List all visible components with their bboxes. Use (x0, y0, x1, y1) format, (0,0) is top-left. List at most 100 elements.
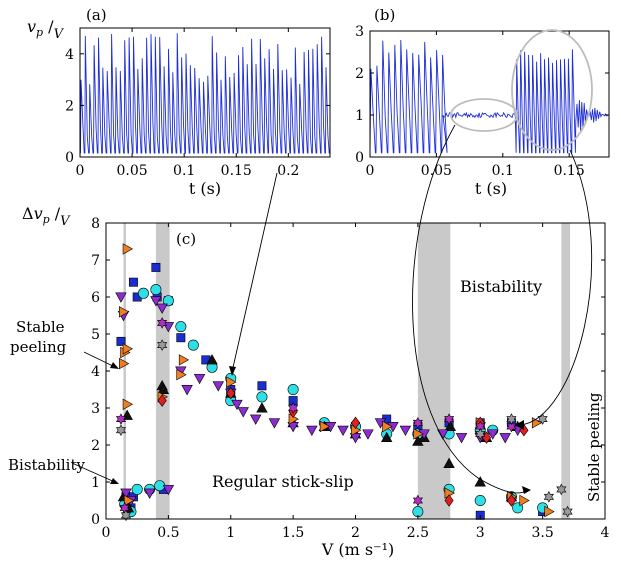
panel-c-ytick-label: 5 (91, 327, 100, 343)
panel-c-ytick-label: 3 (91, 401, 100, 417)
marker-triangle-right (382, 420, 393, 433)
arrow-b-stickslip-head (515, 420, 524, 430)
panel-b-stickslip-region-ellipse (511, 29, 593, 151)
marker-triangle-down (150, 296, 162, 307)
panel-b-trace (369, 39, 609, 154)
marker-triangle-down (120, 488, 132, 499)
marker-triangle-right (119, 306, 130, 318)
marker-star (157, 317, 168, 329)
marker-circle (131, 483, 143, 495)
marker-triangle-down (268, 418, 281, 429)
panel-c-xtick-label: 1.5 (282, 525, 304, 541)
arrow-b-stickslip-to-c (519, 149, 593, 426)
marker-triangle-right (413, 428, 424, 440)
region-label-stable-peeling-left-2: peeling (10, 338, 67, 356)
marker-triangle-down (287, 422, 299, 433)
panel-b-frame (369, 30, 610, 158)
panel-a-xlabel: t (s) (189, 179, 221, 198)
marker-triangle-up (444, 420, 457, 431)
arrow-stable-peeling-head (110, 362, 119, 369)
connector-arrows (71, 124, 593, 494)
marker-triangle-down (237, 407, 249, 418)
panel-c-ytick-label: 7 (91, 253, 100, 269)
panel-c-label: (c) (176, 230, 196, 248)
panel-c-ytick-label: 8 (91, 216, 100, 232)
marker-triangle-down (349, 433, 362, 444)
marker-triangle-up (256, 402, 268, 413)
marker-triangle-down (143, 488, 156, 499)
marker-square (151, 262, 161, 272)
marker-diamond (157, 394, 167, 407)
marker-star (537, 413, 548, 425)
marker-circle (256, 391, 268, 403)
marker-circle (150, 284, 162, 296)
panel-a-xtick-label: 0.15 (221, 163, 252, 179)
marker-star (115, 424, 127, 437)
marker-triangle-up (157, 383, 170, 394)
panel-b-trace-group (369, 39, 609, 154)
marker-triangle-right (176, 368, 187, 381)
marker-triangle-down (455, 433, 468, 444)
panel-b-stable-region-ellipse (450, 98, 518, 132)
panel-a-label: (a) (86, 6, 107, 24)
panel-c-xtick-label: 3.5 (531, 525, 553, 541)
region-label-bistability-right: Bistability (460, 277, 542, 296)
panel-b-ytick-label: 0 (355, 150, 364, 166)
marker-triangle-down (362, 429, 374, 440)
marker-triangle-down (162, 484, 175, 496)
marker-triangle-down (499, 433, 511, 444)
panel-b-xtick-label: 0.1 (492, 163, 514, 179)
marker-star (506, 420, 517, 433)
marker-star (475, 428, 486, 440)
marker-circle (137, 287, 149, 299)
panel-b-xlabel: t (s) (475, 179, 507, 198)
marker-triangle-down (181, 385, 193, 396)
marker-triangle-right (122, 243, 134, 255)
panel-b-ytick-label: 3 (355, 24, 364, 40)
marker-triangle-down (337, 425, 349, 437)
panel-a-xtick-label: 0 (76, 163, 85, 179)
panel-c-ticks: 0 0.5 1 1.5 2 2.5 3 3.5 4 0 1 2 3 4 5 6 7 8 (91, 216, 609, 541)
panel-b-xtick-label: 0.05 (421, 163, 452, 179)
marker-triangle-down (249, 414, 262, 425)
marker-star (412, 416, 423, 429)
marker-triangle-right (319, 420, 331, 433)
shaded-band (123, 223, 126, 519)
panel-a-ytick-label: 4 (65, 47, 74, 63)
panel-a-ticks: 0 0.05 0.1 0.15 0.2 0 2 4 (65, 28, 330, 179)
panel-c-xtick-label: 1 (226, 525, 235, 541)
region-label-bistability-left: Bistability (8, 456, 86, 474)
panel-c-xtick-label: 0.5 (157, 525, 179, 541)
marker-triangle-right (544, 505, 555, 518)
marker-circle (187, 339, 199, 351)
shaded-band (561, 223, 571, 519)
panel-a: 0 0.05 0.1 0.15 0.2 0 2 4 (a) vp /V t (s) (27, 6, 331, 198)
marker-square (128, 277, 138, 287)
panel-c-ytick-label: 4 (91, 364, 100, 380)
marker-star (556, 483, 567, 496)
marker-triangle-down (115, 292, 127, 303)
arrow-b-stable-head (522, 486, 531, 494)
region-label-stable-peeling-left-1: Stable (16, 318, 65, 336)
panel-a-xtick-label: 0.05 (116, 163, 147, 179)
marker-square (116, 336, 126, 346)
marker-star (444, 413, 455, 425)
marker-triangle-down (487, 429, 499, 440)
panel-a-trace (80, 33, 330, 154)
marker-triangle-down (193, 373, 206, 385)
marker-triangle-down (231, 399, 243, 411)
panel-c-xtick-label: 2.5 (407, 525, 429, 541)
marker-triangle-down (212, 381, 224, 392)
marker-star (506, 413, 517, 425)
panel-b-label: (b) (374, 6, 395, 24)
arrow-a-to-c-head (229, 366, 236, 376)
marker-triangle-up (443, 457, 455, 468)
panel-a-ytick-label: 0 (65, 150, 74, 166)
marker-diamond (506, 494, 516, 507)
marker-triangle-up (206, 354, 218, 365)
arrow-b-stable-to-c (412, 124, 529, 494)
panel-c-shaded-bands (123, 223, 571, 519)
